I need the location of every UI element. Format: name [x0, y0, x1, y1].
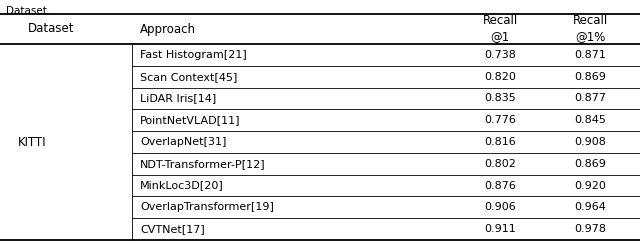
Text: 0.869: 0.869	[574, 159, 606, 169]
Text: 0.908: 0.908	[574, 137, 606, 147]
Text: 0.776: 0.776	[484, 115, 516, 125]
Text: 0.820: 0.820	[484, 72, 516, 82]
Text: Dataset: Dataset	[28, 22, 74, 35]
Text: OverlapNet[31]: OverlapNet[31]	[140, 137, 227, 147]
Text: 0.871: 0.871	[574, 50, 606, 60]
Text: 0.876: 0.876	[484, 181, 516, 191]
Text: 0.835: 0.835	[484, 93, 516, 103]
Text: NDT-Transformer-P[12]: NDT-Transformer-P[12]	[140, 159, 266, 169]
Text: Recall
@1: Recall @1	[483, 14, 518, 43]
Text: Fast Histogram[21]: Fast Histogram[21]	[140, 50, 247, 60]
Text: 0.911: 0.911	[484, 224, 516, 234]
Text: 0.978: 0.978	[574, 224, 606, 234]
Text: Approach: Approach	[140, 22, 196, 35]
Text: Scan Context[45]: Scan Context[45]	[140, 72, 237, 82]
Text: Dataset .: Dataset .	[6, 6, 54, 16]
Text: 0.869: 0.869	[574, 72, 606, 82]
Text: 0.738: 0.738	[484, 50, 516, 60]
Text: 0.816: 0.816	[484, 137, 516, 147]
Text: PointNetVLAD[11]: PointNetVLAD[11]	[140, 115, 241, 125]
Text: 0.877: 0.877	[574, 93, 606, 103]
Text: KITTI: KITTI	[18, 135, 47, 149]
Text: 0.906: 0.906	[484, 202, 516, 212]
Text: Recall
@1%: Recall @1%	[572, 14, 607, 43]
Text: CVTNet[17]: CVTNet[17]	[140, 224, 205, 234]
Text: 0.964: 0.964	[574, 202, 606, 212]
Text: LiDAR Iris[14]: LiDAR Iris[14]	[140, 93, 216, 103]
Text: OverlapTransformer[19]: OverlapTransformer[19]	[140, 202, 274, 212]
Text: 0.920: 0.920	[574, 181, 606, 191]
Text: MinkLoc3D[20]: MinkLoc3D[20]	[140, 181, 224, 191]
Text: 0.845: 0.845	[574, 115, 606, 125]
Text: 0.802: 0.802	[484, 159, 516, 169]
